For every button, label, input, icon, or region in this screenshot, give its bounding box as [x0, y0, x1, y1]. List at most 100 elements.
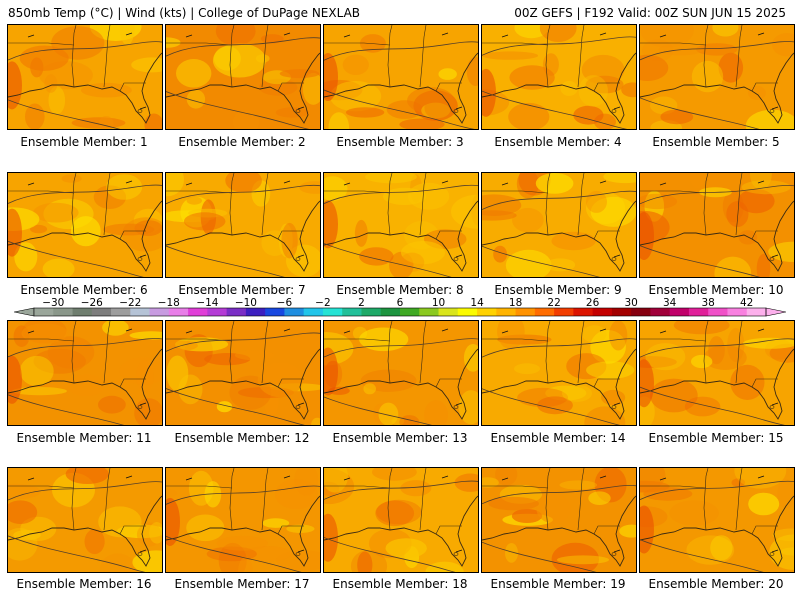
ensemble-member-label: Ensemble Member: 16 [16, 577, 152, 591]
ensemble-member-label: Ensemble Member: 10 [648, 283, 784, 297]
colorbar-swatch [284, 308, 305, 316]
colorbar-swatch [746, 308, 767, 316]
colorbar-tick-label: 38 [702, 297, 715, 309]
ensemble-member-map [7, 467, 163, 573]
ensemble-member-map [481, 172, 637, 278]
temperature-field-map [8, 173, 162, 277]
temperature-field-map [640, 321, 794, 425]
colorbar-swatch [91, 308, 112, 316]
colorbar-swatch [361, 308, 382, 316]
temperature-field-map [8, 468, 162, 572]
colorbar-swatch [380, 308, 401, 316]
colorbar-swatch [534, 308, 555, 316]
colorbar-swatch [207, 308, 228, 316]
colorbar-swatch [34, 308, 54, 316]
ensemble-member-label: Ensemble Member: 2 [178, 135, 306, 149]
ensemble-member-map [7, 24, 163, 130]
ensemble-member-label: Ensemble Member: 17 [174, 577, 310, 591]
colorbar-swatch [477, 308, 497, 316]
colorbar-tick-label: 34 [663, 297, 677, 309]
ensemble-member-label: Ensemble Member: 20 [648, 577, 784, 591]
ensemble-member-map [639, 24, 795, 130]
colorbar-swatch [342, 308, 362, 316]
temperature-field-map [482, 321, 636, 425]
colorbar-swatch [419, 308, 439, 316]
colorbar-tick-label: 6 [397, 297, 404, 309]
ensemble-member-label: Ensemble Member: 5 [652, 135, 780, 149]
colorbar-swatch [515, 308, 536, 316]
colorbar-right-arrow [765, 307, 786, 317]
temperature-field-map [324, 173, 478, 277]
temperature-field-map [482, 25, 636, 129]
ensemble-member-map [323, 320, 479, 426]
ensemble-member-label: Ensemble Member: 14 [490, 431, 626, 445]
ensemble-member-label: Ensemble Member: 9 [494, 283, 622, 297]
temperature-colorbar: −30 −26 −22 −18 −14 −10 −6 −2 2 6 10 14 18 22 26 30 34 38… [14, 297, 786, 317]
colorbar-tick-label: −6 [277, 297, 293, 309]
colorbar-left-arrow [14, 307, 35, 317]
temperature-field-map [166, 468, 320, 572]
ensemble-member-label: Ensemble Member: 13 [332, 431, 468, 445]
temperature-field-map [640, 25, 794, 129]
colorbar-swatch [611, 308, 632, 316]
ensemble-member-label: Ensemble Member: 11 [16, 431, 152, 445]
ensemble-member-map [323, 172, 479, 278]
ensemble-member-label: Ensemble Member: 4 [494, 135, 622, 149]
colorbar-tick-label: −30 [42, 297, 64, 309]
temperature-field-map [8, 321, 162, 425]
temperature-field-map [166, 321, 320, 425]
ensemble-member-map [323, 24, 479, 130]
ensemble-member-map [481, 320, 637, 426]
colorbar-swatch [457, 308, 478, 316]
colorbar-swatch [554, 308, 574, 316]
ensemble-member-map [7, 172, 163, 278]
map-title: 850mb Temp (°C) | Wind (kts) | College o… [8, 6, 361, 20]
temperature-field-map [324, 25, 478, 129]
temperature-field-map [640, 173, 794, 277]
temperature-field-map [8, 25, 162, 129]
colorbar-swatch [688, 308, 709, 316]
colorbar-swatch [573, 308, 594, 316]
ensemble-member-map [165, 172, 321, 278]
ensemble-member-map [481, 467, 637, 573]
colorbar-swatch [188, 308, 208, 316]
ensemble-member-map [165, 467, 321, 573]
colorbar-swatch [149, 308, 170, 316]
colorbar-swatch [322, 308, 343, 316]
temperature-field-map [324, 468, 478, 572]
colorbar-swatch [727, 308, 748, 316]
colorbar-swatch [438, 308, 459, 316]
ensemble-member-map [639, 320, 795, 426]
temperature-field-map [482, 468, 636, 572]
ensemble-member-map [639, 467, 795, 573]
colorbar-tick-label: 18 [509, 297, 522, 309]
colorbar-swatch [708, 308, 728, 316]
ensemble-member-label: Ensemble Member: 15 [648, 431, 784, 445]
ensemble-member-map [165, 24, 321, 130]
colorbar-swatch [669, 308, 690, 316]
colorbar-tick-label: 10 [432, 297, 445, 309]
colorbar-tick-label: 14 [470, 297, 484, 309]
ensemble-member-label: Ensemble Member: 6 [20, 283, 148, 297]
colorbar-tick-label: 2 [358, 297, 365, 309]
ensemble-member-label: Ensemble Member: 18 [332, 577, 468, 591]
temperature-field-map [324, 321, 478, 425]
temperature-field-map [482, 173, 636, 277]
colorbar-swatch [168, 308, 189, 316]
colorbar-swatch [72, 308, 93, 316]
colorbar-tick-label: −2 [315, 297, 330, 309]
colorbar-swatch [303, 308, 324, 316]
colorbar-swatch [130, 308, 150, 316]
colorbar-swatch [226, 308, 247, 316]
colorbar-swatch [400, 308, 420, 316]
temperature-field-map [166, 25, 320, 129]
temperature-field-map [640, 468, 794, 572]
colorbar-tick-label: −18 [158, 297, 180, 309]
ensemble-member-map [165, 320, 321, 426]
ensemble-member-label: Ensemble Member: 19 [490, 577, 626, 591]
colorbar-swatch [496, 308, 516, 316]
colorbar-tick-label: 26 [586, 297, 600, 309]
colorbar-swatch [265, 308, 285, 316]
colorbar-tick-label: 22 [547, 297, 560, 309]
temperature-field-map [166, 173, 320, 277]
